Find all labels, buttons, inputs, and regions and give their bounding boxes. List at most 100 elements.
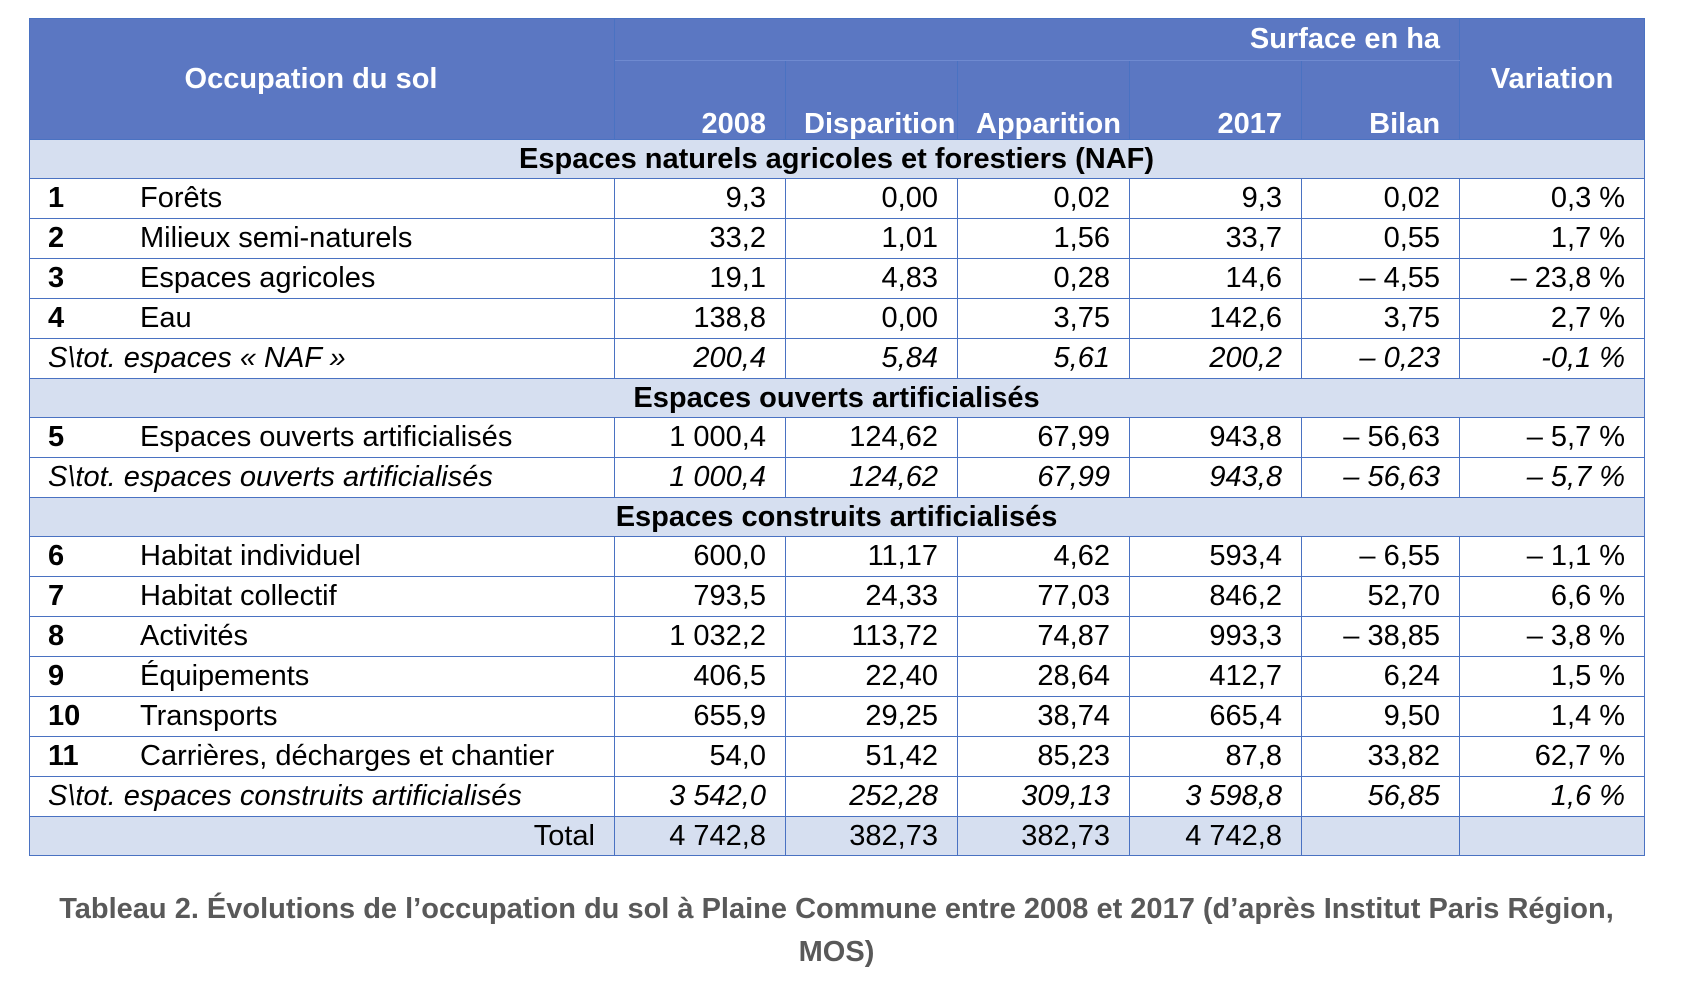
row-number: 10: [48, 700, 81, 732]
row-label: Carrières, décharges et chantier: [140, 740, 555, 772]
value-2008: 406,5: [614, 656, 786, 697]
row-label: Eau: [140, 302, 192, 334]
subtotal-value-disparition: 252,28: [785, 776, 958, 817]
subtotal-value-bilan: – 56,63: [1300, 457, 1461, 498]
value-apparition: 38,74: [957, 696, 1130, 737]
value-2017: 665,4: [1129, 696, 1302, 737]
value-2008: 33,2: [614, 218, 786, 259]
value-2008: 138,8: [614, 298, 786, 339]
value-disparition: 0,00: [785, 298, 958, 339]
row-number: 1: [48, 182, 65, 214]
row-label-cell: 5 Espaces ouverts artificialisés: [29, 417, 615, 458]
section-title: Espaces construits artificialisés: [28, 497, 1646, 537]
section-title: Espaces ouverts artificialisés: [28, 378, 1646, 418]
row-number: 11: [48, 740, 79, 772]
value-2008: 1 000,4: [614, 417, 786, 458]
value-disparition: 124,62: [785, 417, 958, 458]
table-row: 8 Activités 1 032,2 113,72 74,87 993,3– 38,85…: [29, 616, 1646, 657]
table-row: 11 Carrières, décharges et chantier 54,0 51…: [29, 736, 1646, 777]
value-apparition: 74,87: [957, 616, 1130, 657]
value-variation: – 23,8 %: [1459, 258, 1646, 299]
section-header-row: Espaces ouverts artificialisés: [28, 378, 1646, 418]
value-bilan: 0,55: [1300, 218, 1461, 259]
row-label: Habitat collectif: [140, 580, 337, 612]
row-label: Espaces ouverts artificialisés: [140, 421, 513, 453]
value-apparition: 3,75: [957, 298, 1130, 339]
row-number: 3: [48, 262, 65, 294]
table-row: 4 Eau 138,8 0,00 3,75 142,6 3,75 2,7 %: [29, 298, 1646, 339]
value-2017: 846,2: [1129, 576, 1302, 617]
subtotal-value-variation: 1,6 %: [1459, 776, 1646, 817]
occupation-header: Occupation du sol: [29, 18, 615, 140]
subtotal-value-bilan: 56,85: [1300, 776, 1461, 817]
total-label: Total: [29, 816, 615, 856]
value-bilan: 3,75: [1300, 298, 1461, 339]
value-2017: 87,8: [1129, 736, 1302, 777]
value-bilan: – 6,55: [1300, 536, 1461, 577]
value-apparition: 1,56: [957, 218, 1130, 259]
row-label-cell: 10 Transports: [29, 696, 615, 737]
value-variation: 1,4 %: [1459, 696, 1646, 737]
value-bilan: – 56,63: [1300, 417, 1461, 458]
value-disparition: 1,01: [785, 218, 958, 259]
row-number: 7: [48, 580, 65, 612]
value-2008: 54,0: [614, 736, 786, 777]
subtotal-value-variation: -0,1 %: [1459, 338, 1646, 379]
apparition-header: Apparition: [957, 60, 1130, 140]
subtotal-label: S\tot. espaces ouverts artificialisés: [29, 457, 615, 498]
row-number: 5: [48, 421, 65, 453]
subtotal-value-2017: 3 598,8: [1129, 776, 1302, 817]
value-2017: 9,3: [1129, 178, 1302, 219]
total-value-variation: [1459, 816, 1646, 856]
row-label: Espaces agricoles: [140, 262, 376, 294]
row-number: 4: [48, 302, 65, 334]
subtotal-value-apparition: 5,61: [957, 338, 1130, 379]
value-bilan: 6,24: [1300, 656, 1461, 697]
value-disparition: 4,83: [785, 258, 958, 299]
value-bilan: – 38,85: [1300, 616, 1461, 657]
table-caption: Tableau 2. Évolutions de l’occupation du…: [59, 893, 1614, 968]
value-variation: – 5,7 %: [1459, 417, 1646, 458]
subtotal-value-2008: 200,4: [614, 338, 786, 379]
value-disparition: 0,00: [785, 178, 958, 219]
value-bilan: 0,02: [1300, 178, 1461, 219]
value-apparition: 0,02: [957, 178, 1130, 219]
surface-header: Surface en ha: [613, 18, 1461, 61]
value-bilan: 52,70: [1300, 576, 1461, 617]
subtotal-value-apparition: 67,99: [957, 457, 1130, 498]
subtotal-label: S\tot. espaces construits artificialisés: [29, 776, 615, 817]
row-number: 6: [48, 540, 65, 572]
value-apparition: 0,28: [957, 258, 1130, 299]
total-value-apparition: 382,73: [957, 816, 1130, 856]
value-variation: 1,5 %: [1459, 656, 1646, 697]
value-variation: 2,7 %: [1459, 298, 1646, 339]
row-label: Activités: [140, 620, 248, 652]
total-value-bilan: [1300, 816, 1461, 856]
section-header-row: Espaces naturels agricoles et forestiers…: [28, 139, 1646, 179]
value-2008: 655,9: [614, 696, 786, 737]
row-number: 2: [48, 222, 65, 254]
total-value-2008: 4 742,8: [614, 816, 786, 856]
row-number: 8: [48, 620, 65, 652]
table-row: 5 Espaces ouverts artificialisés 1 000,4 12…: [29, 417, 1646, 458]
value-2008: 19,1: [614, 258, 786, 299]
subtotal-label: S\tot. espaces « NAF »: [29, 338, 615, 379]
value-variation: 6,6 %: [1459, 576, 1646, 617]
value-2017: 993,3: [1129, 616, 1302, 657]
value-2008: 9,3: [614, 178, 786, 219]
total-value-disparition: 382,73: [785, 816, 958, 856]
subtotal-value-apparition: 309,13: [957, 776, 1130, 817]
land-use-table: Occupation du sol Surface en ha Variatio…: [28, 18, 1646, 856]
row-label-cell: 6 Habitat individuel: [29, 536, 615, 577]
subtotal-value-2008: 3 542,0: [614, 776, 786, 817]
table-row: 3 Espaces agricoles 19,1 4,83 0,28 14,6– 4,55…: [29, 258, 1646, 299]
value-disparition: 113,72: [785, 616, 958, 657]
value-2017: 33,7: [1129, 218, 1302, 259]
value-apparition: 67,99: [957, 417, 1130, 458]
row-number: 9: [48, 660, 65, 692]
value-2008: 1 032,2: [614, 616, 786, 657]
value-apparition: 85,23: [957, 736, 1130, 777]
row-label-cell: 8 Activités: [29, 616, 615, 657]
row-label: Transports: [140, 700, 278, 732]
table-row: 1 Forêts 9,3 0,00 0,02 9,3 0,02 0,3 %: [29, 178, 1646, 219]
